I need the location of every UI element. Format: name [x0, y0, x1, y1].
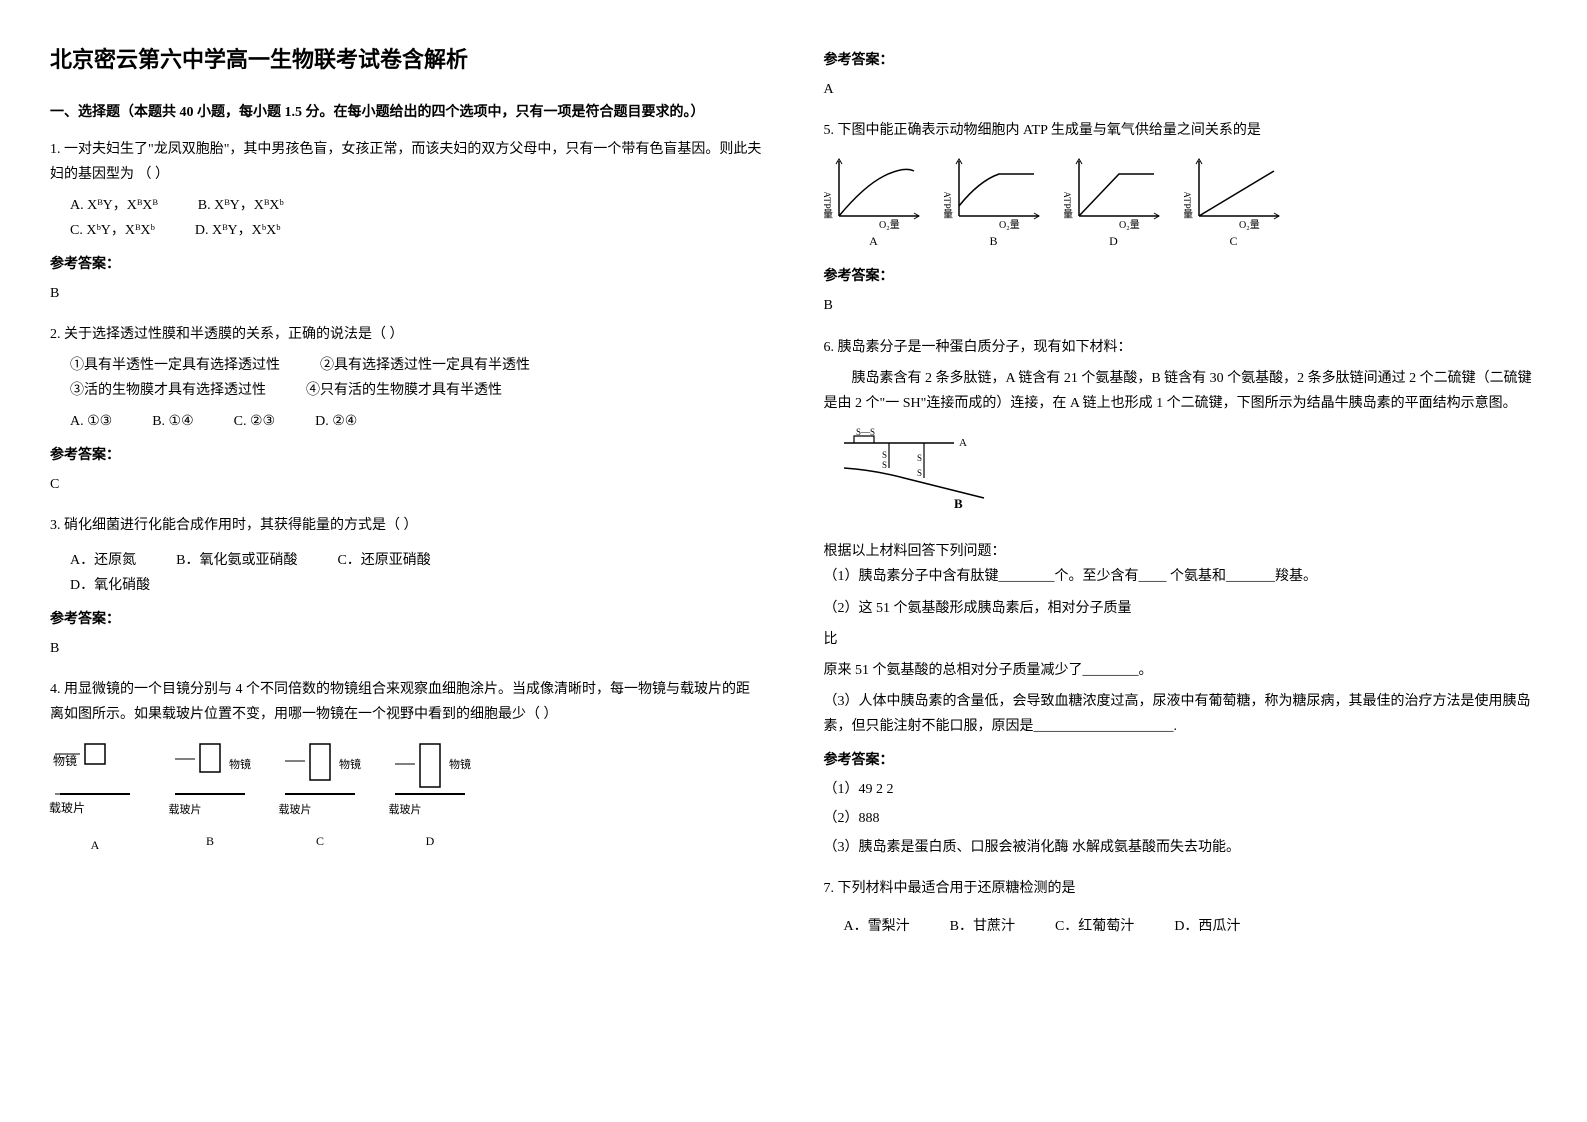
microscope-c: 物镜 载玻片 C [280, 739, 360, 876]
q1-answer: B [50, 281, 764, 306]
microscope-b: 物镜 载玻片 B [170, 739, 250, 876]
q3-text: 3. 硝化细菌进行化能合成作用时，其获得能量的方式是（ ） [50, 513, 764, 538]
q7-opt-b: B．甘蔗汁 [950, 914, 1015, 939]
q2-answer: C [50, 472, 764, 497]
svg-text:S: S [882, 460, 887, 470]
question-6: 6. 胰岛素分子是一种蛋白质分子，现有如下材料： 胰岛素含有 2 条多肽链，A … [824, 335, 1538, 861]
q2-opt-b: B. ①④ [152, 409, 193, 434]
q6-text: 6. 胰岛素分子是一种蛋白质分子，现有如下材料： [824, 335, 1538, 360]
q2-opt-c: C. ②③ [234, 409, 275, 434]
microscope-a: 物镜 载玻片 A [50, 739, 140, 876]
q4-answer: A [824, 77, 1538, 102]
q2-opt-3: ③活的生物膜才具有选择透过性 [70, 378, 266, 403]
q3-opt-a: A．还原氮 [70, 548, 136, 573]
q6-ans1: （1）49 2 2 [824, 777, 1538, 802]
q6-intro: 根据以上材料回答下列问题： [824, 539, 1538, 564]
question-5: 5. 下图中能正确表示动物细胞内 ATP 生成量与氧气供给量之间关系的是 ATP… [824, 118, 1538, 318]
q1-answer-label: 参考答案： [50, 252, 764, 277]
q6-sub3: （3）人体中胰岛素的含量低，会导致血糖浓度过高，尿液中有葡萄糖，称为糖尿病，其最… [824, 689, 1538, 739]
q7-opt-c: C．红葡萄汁 [1055, 914, 1134, 939]
atp-chart-a: ATP量 O₂量 A [824, 156, 924, 253]
svg-text:S—S: S—S [856, 428, 875, 437]
q1-opt-b: B. XᴮY，XᴮXᵇ [198, 193, 284, 218]
q3-answer-label: 参考答案： [50, 607, 764, 632]
q2-opt-1: ①具有半透性一定具有选择透过性 [70, 353, 280, 378]
svg-text:ATP量: ATP量 [1184, 191, 1193, 219]
svg-text:ATP量: ATP量 [824, 191, 833, 219]
q3-opt-c: C．还原亚硝酸 [337, 548, 430, 573]
q2-answer-label: 参考答案： [50, 443, 764, 468]
svg-text:O₂量: O₂量 [1119, 219, 1140, 231]
q2-opt-d: D. ②④ [315, 409, 357, 434]
q2-opt-a: A. ①③ [70, 409, 112, 434]
q3-opt-d: D．氧化硝酸 [70, 573, 150, 598]
q3-opt-b: B．氧化氨或亚硝酸 [176, 548, 297, 573]
svg-text:S: S [882, 450, 887, 460]
svg-text:B: B [954, 496, 963, 511]
svg-text:S: S [917, 468, 922, 478]
svg-text:A: A [959, 437, 967, 449]
question-1: 1. 一对夫妇生了"龙凤双胞胎"，其中男孩色盲，女孩正常，而该夫妇的双方父母中，… [50, 137, 764, 306]
q1-opt-c: C. XᵇY，XᴮXᵇ [70, 218, 155, 243]
q3-answer: B [50, 636, 764, 661]
svg-text:O₂量: O₂量 [1239, 219, 1260, 231]
q6-ans2: （2）888 [824, 806, 1538, 831]
q2-opt-4: ④只有活的生物膜才具有半透性 [306, 378, 502, 403]
q6-para: 胰岛素含有 2 条多肽链，A 链含有 21 个氨基酸，B 链含有 30 个氨基酸… [824, 366, 1538, 416]
question-2: 2. 关于选择透过性膜和半透膜的关系，正确的说法是（ ） ①具有半透性一定具有选… [50, 322, 764, 497]
svg-text:ATP量: ATP量 [1064, 191, 1073, 219]
page-title: 北京密云第六中学高一生物联考试卷含解析 [50, 40, 764, 80]
q6-ans3: （3）胰岛素是蛋白质、口服会被消化酶 水解成氨基酸而失去功能。 [824, 835, 1538, 860]
q6-sub2c: 原来 51 个氨基酸的总相对分子质量减少了________。 [824, 658, 1538, 683]
q6-sub2: （2）这 51 个氨基酸形成胰岛素后，相对分子质量 [824, 596, 1538, 621]
question-3: 3. 硝化细菌进行化能合成作用时，其获得能量的方式是（ ） A．还原氮 B．氧化… [50, 513, 764, 661]
q1-opt-d: D. XᴮY，XᵇXᵇ [195, 218, 281, 243]
q4-diagram: 物镜 载玻片 A 物镜 载玻片 B [50, 739, 764, 876]
q2-text: 2. 关于选择透过性膜和半透膜的关系，正确的说法是（ ） [50, 322, 764, 347]
q2-opt-2: ②具有选择透过性一定具有半透性 [320, 353, 530, 378]
question-4: 4. 用显微镜的一个目镜分别与 4 个不同倍数的物镜组合来观察血细胞涂片。当成像… [50, 677, 764, 876]
q6-sub1: （1）胰岛素分子中含有肽键________个。至少含有____ 个氨基和____… [824, 564, 1538, 589]
svg-text:S: S [917, 453, 922, 463]
q5-text: 5. 下图中能正确表示动物细胞内 ATP 生成量与氧气供给量之间关系的是 [824, 118, 1538, 143]
section-1-title: 一、选择题（本题共 40 小题，每小题 1.5 分。在每小题给出的四个选项中，只… [50, 100, 764, 125]
svg-text:ATP量: ATP量 [944, 191, 953, 219]
microscope-d: 物镜 载玻片 D [390, 739, 470, 876]
q5-diagram: ATP量 O₂量 A ATP量 O₂量 B [824, 156, 1538, 253]
q4-text: 4. 用显微镜的一个目镜分别与 4 个不同倍数的物镜组合来观察血细胞涂片。当成像… [50, 677, 764, 727]
question-7: 7. 下列材料中最适合用于还原糖检测的是 A．雪梨汁 B．甘蔗汁 C．红葡萄汁 … [824, 876, 1538, 938]
svg-text:O₂量: O₂量 [879, 219, 900, 231]
q7-text: 7. 下列材料中最适合用于还原糖检测的是 [824, 876, 1538, 901]
q5-answer-label: 参考答案： [824, 264, 1538, 289]
atp-chart-c: ATP量 O₂量 C [1184, 156, 1284, 253]
q6-answer-label: 参考答案： [824, 748, 1538, 773]
q5-answer: B [824, 293, 1538, 318]
q4-answer-label: 参考答案： [824, 48, 1538, 73]
svg-text:O₂量: O₂量 [999, 219, 1020, 231]
q6-sub2b: 比 [824, 627, 1538, 652]
q1-text: 1. 一对夫妇生了"龙凤双胞胎"，其中男孩色盲，女孩正常，而该夫妇的双方父母中，… [50, 137, 764, 187]
q7-opt-a: A．雪梨汁 [844, 914, 910, 939]
atp-chart-d: ATP量 O₂量 D [1064, 156, 1164, 253]
q7-opt-d: D．西瓜汁 [1174, 914, 1240, 939]
q1-opt-a: A. XᴮY，XᴮXᴮ [70, 193, 158, 218]
atp-chart-b: ATP量 O₂量 B [944, 156, 1044, 253]
q6-diagram: A S—S S S S S B [824, 428, 1538, 527]
